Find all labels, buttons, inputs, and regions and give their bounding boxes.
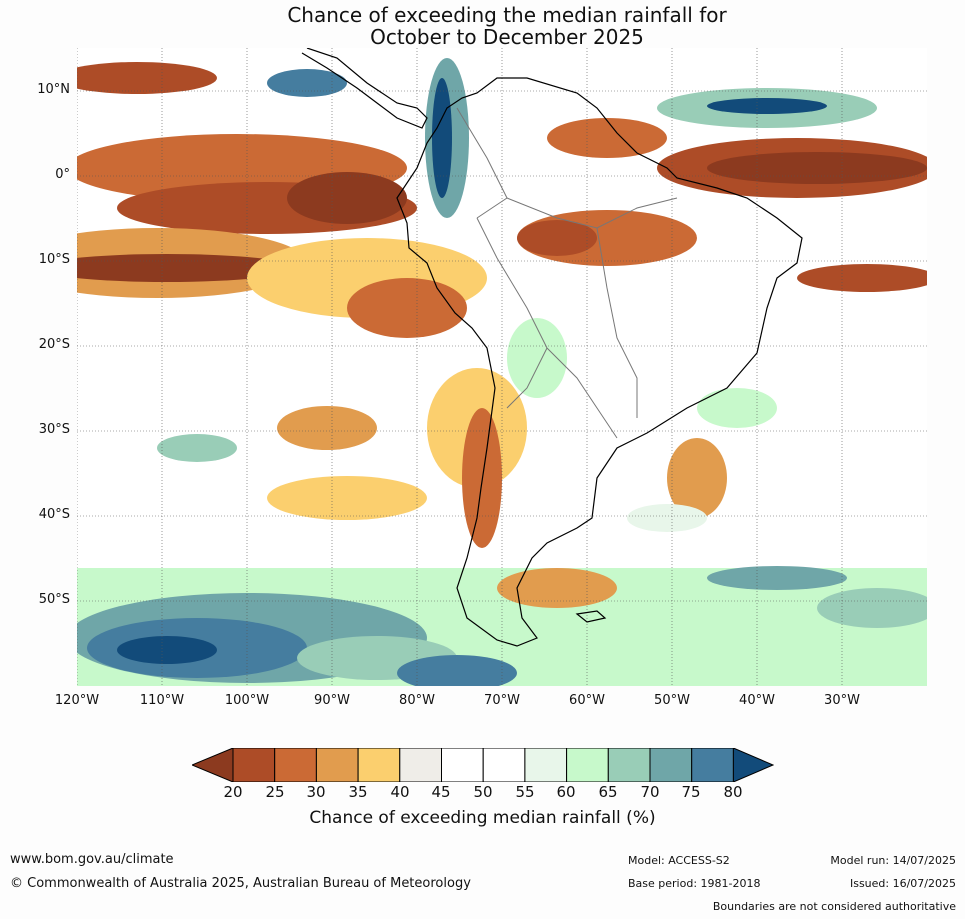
colorbar-tick-80: 80 — [723, 783, 743, 801]
pacific-wet-spot — [157, 434, 237, 462]
pacific-south-dry-b — [267, 476, 427, 520]
colorbar-tick-70: 70 — [640, 783, 660, 801]
south-atlantic-wet — [707, 566, 847, 590]
colorbar-tick-25: 25 — [265, 783, 285, 801]
lat-label-10n: 10°N — [37, 82, 70, 97]
lon-label-90w: 90°W — [314, 693, 350, 708]
colorbar-bin-25-30 — [274, 748, 317, 782]
graticule — [77, 48, 927, 686]
map-title: Chance of exceeding the median rainfall … — [0, 4, 965, 48]
colorbar-tick-55: 55 — [515, 783, 535, 801]
pacific-dry-30-b — [347, 278, 467, 338]
issued-date: Issued: 16/07/2025 — [849, 877, 956, 890]
colorbar-tick-65: 65 — [598, 783, 618, 801]
lat-label-30s: 30°S — [38, 422, 70, 437]
south-atlantic-wet-b — [817, 588, 927, 628]
bolivia-wet — [507, 318, 567, 398]
colorbar-tick-45: 45 — [431, 783, 451, 801]
colorbar-bin-35-40 — [357, 748, 401, 782]
colorbar-tick-60: 60 — [556, 783, 576, 801]
lon-label-50w: 50°W — [654, 693, 690, 708]
north-atlantic-wet-core — [707, 98, 827, 114]
map-title-line1: Chance of exceeding the median rainfall … — [287, 3, 727, 27]
country-borders — [456, 107, 678, 439]
guiana-dry — [547, 118, 667, 158]
colorbar-bin-55-60 — [524, 748, 568, 782]
lon-label-110w: 110°W — [139, 693, 185, 708]
colorbar-tick-35: 35 — [348, 783, 368, 801]
colorbar-bin-65-70 — [607, 748, 651, 782]
rainfall-map — [77, 48, 927, 686]
atlantic-dry-20 — [707, 152, 927, 184]
lon-label-120w: 120°W — [54, 693, 100, 708]
argentine-sea-near — [627, 504, 707, 532]
lon-label-100w: 100°W — [224, 693, 270, 708]
south-atlantic-dry — [667, 438, 727, 518]
copyright-text: © Commonwealth of Australia 2025, Austra… — [10, 876, 471, 891]
lat-label-20s: 20°S — [38, 337, 70, 352]
lat-label-40s: 40°S — [38, 507, 70, 522]
colorbar-upper-extend — [732, 748, 774, 782]
lon-label-60w: 60°W — [569, 693, 605, 708]
lon-label-30w: 30°W — [824, 693, 860, 708]
pacific-dry-20 — [287, 172, 407, 224]
south-brazil-wet — [697, 388, 777, 428]
colorbar-lower-extend — [192, 748, 234, 782]
colorbar-bin-40-45 — [399, 748, 443, 782]
pacific-dry-north — [77, 62, 217, 94]
rainfall-map-svg — [77, 48, 927, 686]
colorbar-bin-75-80 — [691, 748, 734, 782]
falklands-outline — [575, 610, 607, 623]
southern-band-80-b — [397, 655, 517, 686]
colorbar-tick-20: 20 — [223, 783, 243, 801]
lon-label-40w: 40°W — [739, 693, 775, 708]
lon-label-70w: 70°W — [484, 693, 520, 708]
central-america-coastline — [301, 48, 428, 129]
lon-label-80w: 80°W — [399, 693, 435, 708]
south-america-coastline — [396, 77, 803, 647]
southern-band-85 — [117, 636, 217, 664]
colorbar-tick-40: 40 — [390, 783, 410, 801]
colorbar-bin-20-25 — [232, 748, 276, 782]
website-link[interactable]: www.bom.gov.au/climate — [10, 852, 174, 867]
coastlines — [301, 48, 803, 647]
colorbar-tick-75: 75 — [681, 783, 701, 801]
lat-label-50s: 50°S — [38, 592, 70, 607]
colorbar-label: Chance of exceeding median rainfall (%) — [309, 808, 656, 828]
colorbar-bin-50-55 — [482, 748, 526, 782]
lat-label-0: 0° — [55, 167, 70, 182]
amazon-dry-25 — [517, 220, 597, 256]
lat-label-10s: 10°S — [38, 252, 70, 267]
pacific-south-dry — [277, 406, 377, 450]
colorbar-bin-60-65 — [566, 748, 609, 782]
colorbar-tick-50: 50 — [473, 783, 493, 801]
colombia-wet-85 — [432, 78, 452, 198]
colorbar-bin-45-50 — [441, 748, 484, 782]
boundary-disclaimer: Boundaries are not considered authoritat… — [712, 900, 956, 913]
central-america-wet — [267, 69, 347, 97]
map-title-line2: October to December 2025 — [370, 25, 644, 49]
model-name: Model: ACCESS-S2 — [628, 854, 730, 867]
model-run-date: Model run: 14/07/2025 — [830, 854, 956, 867]
colorbar-tick-30: 30 — [306, 783, 326, 801]
base-period: Base period: 1981-2018 — [628, 877, 761, 890]
colorbar-bin-70-75 — [649, 748, 693, 782]
patagonia-dry — [497, 568, 617, 608]
colorbar — [192, 748, 774, 782]
colorbar-bin-30-35 — [315, 748, 359, 782]
atlantic-dry-south — [797, 264, 927, 292]
